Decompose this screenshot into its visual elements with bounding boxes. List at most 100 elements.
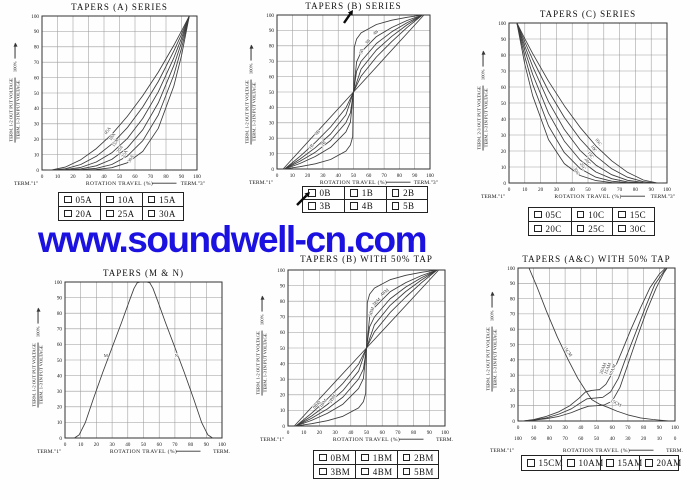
- curves: [46, 15, 193, 171]
- legend-item-10AM: 10AM: [561, 456, 603, 470]
- legend-checkbox-30C[interactable]: [618, 224, 626, 233]
- svg-text:70: 70: [501, 69, 507, 75]
- svg-text:60: 60: [269, 74, 275, 80]
- svg-text:50: 50: [510, 342, 516, 348]
- svg-text:80: 80: [269, 44, 275, 50]
- svg-text:80: 80: [57, 311, 63, 317]
- svg-text:70: 70: [395, 430, 401, 436]
- curve-label-30A: 30A: [127, 153, 135, 163]
- svg-text:10: 10: [510, 404, 516, 410]
- curve-label-20C: 20C: [584, 157, 592, 166]
- svg-text:20: 20: [510, 388, 516, 394]
- legend-checkbox-4B[interactable]: [350, 202, 358, 210]
- curves: [282, 14, 425, 170]
- curve-label-0BM: 0BM: [312, 400, 322, 410]
- legend-checkbox-5B[interactable]: [391, 202, 400, 210]
- svg-text:40: 40: [34, 106, 40, 112]
- legend-checkbox-2B[interactable]: [391, 189, 400, 197]
- legend-checkbox-10C[interactable]: [576, 210, 585, 219]
- svg-text:40: 40: [610, 436, 616, 442]
- legend-item-20AM: 20AM: [639, 456, 681, 470]
- legend-label-4B: 4B: [361, 201, 374, 211]
- legend-item-5B: 5B: [385, 200, 427, 212]
- legend-checkbox-20AM[interactable]: [645, 459, 653, 467]
- svg-text:20: 20: [94, 442, 100, 448]
- legend-item-4B: 4B: [344, 200, 385, 212]
- svg-text:100: 100: [663, 187, 671, 193]
- svg-text:30: 30: [501, 133, 507, 139]
- svg-text:100: 100: [54, 280, 62, 286]
- legend-checkbox-25A[interactable]: [106, 209, 114, 218]
- plot-border: [276, 14, 431, 170]
- legend-row: 0B 1B 2B: [303, 187, 427, 199]
- legend-checkbox-10A[interactable]: [106, 195, 114, 204]
- svg-text:90: 90: [204, 442, 210, 448]
- legend-checkbox-10AM[interactable]: [567, 459, 575, 467]
- curve-label-1BM: 1BM: [318, 398, 328, 409]
- y-axis-label-a-series: TERM. 1-2 OUT PUT VOLTAGE TERM. 1-3 IN P…: [8, 43, 22, 143]
- tapers-m-n-plot: M N 0 10 20 30 40 50 60 70 80 90 100 0 10 20 30 40 50 60 70 8…: [37, 280, 231, 455]
- legend-checkbox-15A[interactable]: [147, 195, 156, 204]
- legend-item-05A: 05A: [59, 193, 100, 206]
- legend-checkbox-30A[interactable]: [147, 209, 156, 218]
- svg-text:100: 100: [507, 266, 515, 272]
- legend-checkbox-4BM[interactable]: [361, 467, 369, 476]
- curve-label-M: M: [104, 353, 108, 358]
- svg-text:60: 60: [510, 327, 516, 333]
- legend-checkbox-20A[interactable]: [64, 209, 72, 218]
- legend-checkbox-0BM[interactable]: [319, 453, 327, 462]
- svg-text:10: 10: [531, 425, 537, 431]
- legend-checkbox-3BM[interactable]: [319, 467, 327, 476]
- legend-item-05C: 05C: [529, 208, 571, 221]
- legend-label-05A: 05A: [75, 194, 93, 205]
- legend-checkbox-1BM[interactable]: [361, 453, 369, 462]
- y-axis-label-m-n: TERM. 1-2 OUT PUT VOLTAGE TERM. 1-3 IN P…: [31, 308, 45, 408]
- curves: [69, 281, 218, 439]
- legend-checkbox-5BM[interactable]: [402, 467, 411, 476]
- axis-arrow-icon: [482, 51, 484, 67]
- legend-label-20A: 20A: [75, 208, 93, 219]
- legend-checkbox-1B[interactable]: [350, 189, 358, 197]
- svg-text:80: 80: [163, 174, 169, 180]
- svg-text:90: 90: [510, 281, 516, 287]
- svg-text:60: 60: [280, 330, 286, 336]
- legend-checkbox-2BM[interactable]: [402, 453, 411, 462]
- legend-tapers-ac-50-tap: 15CM 10AM 15AM 20AM: [521, 455, 681, 471]
- series-30C-curve: [513, 22, 663, 184]
- svg-text:0: 0: [64, 442, 67, 448]
- legend-checkbox-15CM[interactable]: [527, 459, 535, 467]
- legend-item-15C: 15C: [612, 208, 654, 221]
- legend-checkbox-3B[interactable]: [308, 202, 316, 210]
- curves: [293, 269, 440, 427]
- svg-text:60: 60: [57, 342, 63, 348]
- legend-checkbox-05A[interactable]: [64, 195, 72, 204]
- svg-text:90: 90: [57, 295, 63, 301]
- svg-text:50: 50: [57, 358, 63, 364]
- curve-label-15A: 15A: [111, 138, 120, 148]
- svg-text:0: 0: [36, 168, 39, 174]
- legend-label-20AM: 20AM: [656, 458, 682, 468]
- watermark-link[interactable]: www.soundwell-cn.com: [38, 219, 428, 260]
- svg-text:60: 60: [601, 187, 607, 193]
- svg-text:90: 90: [427, 430, 433, 436]
- svg-text:60: 60: [132, 174, 138, 180]
- legend-checkbox-15AM[interactable]: [606, 459, 614, 467]
- legend-item-0B: 0B: [303, 187, 344, 199]
- svg-text:50: 50: [141, 442, 147, 448]
- legend-item-1BM: 1BM: [355, 451, 396, 464]
- terminal-left-label: TERM."1": [37, 449, 61, 455]
- legend-label-0BM: 0BM: [330, 452, 351, 463]
- legend-checkbox-0B[interactable]: [308, 189, 316, 197]
- legend-checkbox-20C[interactable]: [534, 224, 542, 233]
- legend-checkbox-25C[interactable]: [576, 224, 585, 233]
- terminal-right-label: TERM.: [436, 437, 454, 443]
- svg-text:20: 20: [641, 436, 647, 442]
- series-10A-curve: [46, 15, 193, 171]
- legend-checkbox-15C[interactable]: [618, 210, 626, 219]
- legend-label-10AM: 10AM: [578, 458, 604, 468]
- svg-text:30: 30: [57, 389, 63, 395]
- svg-text:50: 50: [501, 101, 507, 107]
- legend-checkbox-05C[interactable]: [534, 210, 542, 219]
- svg-text:30: 30: [280, 377, 286, 383]
